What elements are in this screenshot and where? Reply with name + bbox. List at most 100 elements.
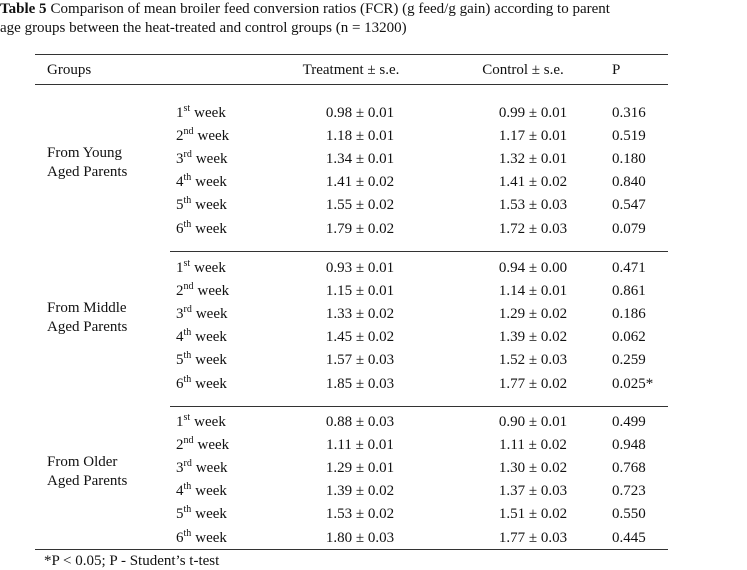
week-number: 3 <box>176 306 184 323</box>
week-ordinal: th <box>183 504 192 516</box>
group-name: From Middle <box>47 299 127 316</box>
group-name: From Older <box>47 453 118 470</box>
p-cell: 0.861 <box>612 283 646 300</box>
week-number: 2 <box>176 128 184 145</box>
group-name: Aged Parents <box>47 472 128 489</box>
treatment-cell: 1.39 ± 0.02 <box>325 483 395 500</box>
rule <box>170 405 668 407</box>
week-unit: week <box>195 352 227 369</box>
p-cell: 0.316 <box>612 105 646 121</box>
week-ordinal: th <box>183 195 192 207</box>
p-cell: 0.499 <box>612 414 646 430</box>
group-name: From Young <box>47 144 123 161</box>
control-cell: 1.30 ± 0.02 <box>498 460 568 477</box>
week-unit: week <box>195 306 228 323</box>
control-cell: 0.90 ± 0.01 <box>498 414 568 430</box>
week-cell: 3rd week <box>176 305 228 323</box>
week-unit: week <box>197 128 230 145</box>
rule <box>170 250 668 252</box>
control-cell: 1.72 ± 0.03 <box>498 220 568 237</box>
control-cell: 1.11 ± 0.02 <box>499 437 567 454</box>
control-cell: 1.77 ± 0.03 <box>498 529 568 546</box>
week-unit: week <box>195 174 227 191</box>
p-cell: 0.025* <box>612 375 654 392</box>
week-unit: week <box>197 283 230 300</box>
week-ordinal: th <box>183 218 192 230</box>
control-cell: 1.39 ± 0.02 <box>498 329 568 346</box>
control-cell: 1.77 ± 0.02 <box>498 375 568 392</box>
p-cell: 0.445 <box>612 529 646 546</box>
week-number: 1 <box>176 105 184 121</box>
group-name: Aged Parents <box>47 318 128 335</box>
p-cell: 0.186 <box>612 306 646 323</box>
control-cell: 1.37 ± 0.03 <box>498 483 568 500</box>
week-unit: week <box>194 105 226 121</box>
week-unit: week <box>195 197 227 214</box>
treatment-cell: 1.11 ± 0.01 <box>326 437 394 454</box>
control-cell: 1.51 ± 0.02 <box>498 506 568 523</box>
treatment-cell: 1.85 ± 0.03 <box>325 375 395 392</box>
week-unit: week <box>195 483 227 500</box>
treatment-cell: 0.98 ± 0.01 <box>325 105 395 121</box>
week-number: 1 <box>176 414 184 430</box>
week-cell: 1st week <box>176 104 226 122</box>
week-unit: week <box>195 375 227 392</box>
p-cell: 0.062 <box>612 329 646 346</box>
week-unit: week <box>194 414 226 430</box>
p-cell: 0.180 <box>612 151 646 168</box>
week-cell: 5th week <box>176 505 227 523</box>
p-cell: 0.471 <box>612 260 646 276</box>
week-unit: week <box>195 529 227 546</box>
week-cell: 4th week <box>176 328 227 346</box>
week-cell: 2nd week <box>176 282 229 300</box>
control-cell: 0.99 ± 0.01 <box>498 105 568 121</box>
week-cell: 4th week <box>176 482 227 500</box>
week-cell: 2nd week <box>176 127 229 145</box>
week-number: 3 <box>176 460 184 477</box>
week-ordinal: rd <box>183 149 192 161</box>
week-ordinal: rd <box>183 458 192 470</box>
p-cell: 0.948 <box>612 437 646 454</box>
week-cell: 3rd week <box>176 150 228 168</box>
treatment-cell: 1.53 ± 0.02 <box>325 506 395 523</box>
control-cell: 1.53 ± 0.03 <box>498 197 568 214</box>
week-number: 5 <box>176 197 184 214</box>
rule <box>35 549 668 550</box>
week-unit: week <box>195 151 228 168</box>
control-cell: 1.29 ± 0.02 <box>498 306 568 323</box>
caption-text: Comparison of mean broiler feed conversi… <box>50 1 610 17</box>
week-ordinal: rd <box>183 304 192 316</box>
week-number: 5 <box>176 506 184 523</box>
control-cell: 1.32 ± 0.01 <box>498 151 568 168</box>
week-ordinal: nd <box>183 435 194 447</box>
week-ordinal: th <box>183 373 192 385</box>
week-unit: week <box>194 260 226 276</box>
week-cell: 5th week <box>176 351 227 369</box>
p-cell: 0.768 <box>612 460 646 477</box>
control-cell: 0.94 ± 0.00 <box>498 260 568 276</box>
p-cell: 0.519 <box>612 128 646 145</box>
week-number: 2 <box>176 283 184 300</box>
week-ordinal: th <box>183 172 192 184</box>
p-cell: 0.550 <box>612 506 646 523</box>
week-cell: 1st week <box>176 413 226 431</box>
week-cell: 6th week <box>176 218 227 238</box>
week-cell: 6th week <box>176 528 227 547</box>
week-ordinal: th <box>183 327 192 339</box>
week-unit: week <box>195 329 227 346</box>
treatment-cell: 1.18 ± 0.01 <box>325 128 395 145</box>
treatment-cell: 1.79 ± 0.02 <box>325 220 395 237</box>
week-cell: 5th week <box>176 196 227 214</box>
treatment-cell: 1.57 ± 0.03 <box>325 352 395 369</box>
header-cell: Control ± s.e. <box>482 62 564 78</box>
treatment-cell: 1.33 ± 0.02 <box>325 306 395 323</box>
week-ordinal: st <box>183 103 191 114</box>
week-ordinal: st <box>183 412 191 423</box>
week-unit: week <box>195 506 227 523</box>
week-unit: week <box>195 460 228 477</box>
week-ordinal: th <box>183 481 192 493</box>
week-unit: week <box>195 220 227 237</box>
treatment-cell: 1.15 ± 0.01 <box>325 283 395 300</box>
week-ordinal: th <box>183 350 192 362</box>
